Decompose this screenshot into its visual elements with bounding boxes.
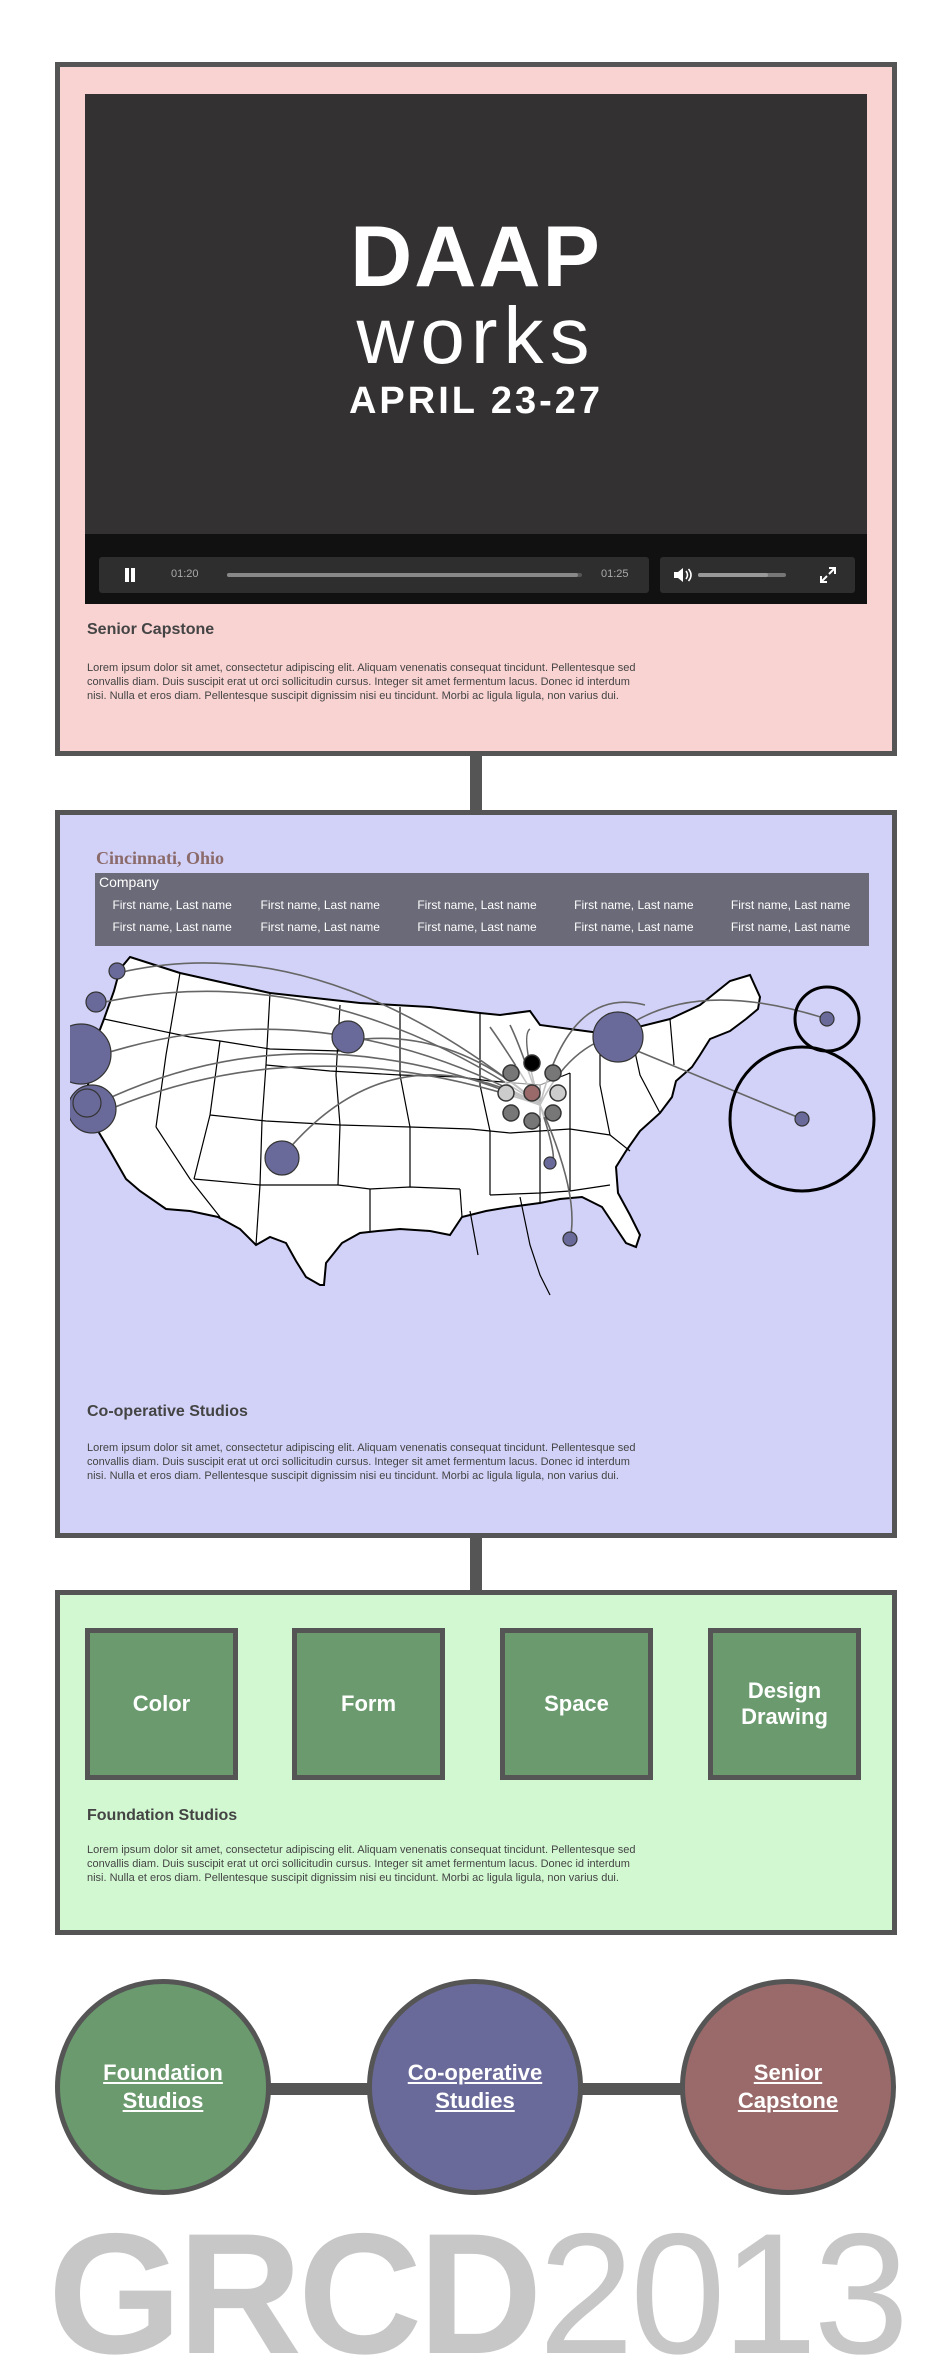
nav-capstone-link[interactable]: Senior Capstone xyxy=(737,2060,839,2113)
video-controls: 01:20 01:25 xyxy=(85,534,867,604)
capstone-title: Senior Capstone xyxy=(87,621,215,638)
student-name: First name, Last name xyxy=(730,898,851,912)
nav-connector xyxy=(575,2083,685,2095)
logo-line-3: APRIL 23-27 xyxy=(348,380,604,422)
us-map xyxy=(70,955,876,1296)
location-bubble-ring xyxy=(728,1045,876,1193)
fullscreen-icon[interactable] xyxy=(820,567,836,583)
time-current: 01:20 xyxy=(171,568,199,580)
cluster-node xyxy=(549,1084,567,1102)
nav-foundation-link[interactable]: Foundation Studios xyxy=(103,2060,223,2113)
tile-design-drawing[interactable]: Design Drawing xyxy=(708,1628,861,1780)
location-bubble xyxy=(264,1140,300,1176)
capstone-description: Lorem ipsum dolor sit amet, consectetur … xyxy=(87,662,636,702)
location-bubble xyxy=(794,1111,810,1127)
location-bubble xyxy=(543,1156,557,1170)
city-label: Cincinnati, Ohio xyxy=(96,848,225,868)
cluster-node xyxy=(544,1064,562,1082)
playback-bar: 01:20 01:25 xyxy=(99,557,649,593)
volume-level xyxy=(698,573,769,577)
location-bubble xyxy=(85,991,107,1013)
volume-bar-group xyxy=(660,557,855,593)
connector-line xyxy=(470,1538,482,1590)
nav-senior-capstone[interactable]: Senior Capstone xyxy=(680,1979,896,2195)
nav-coop-studies[interactable]: Co-operative Studies xyxy=(367,1979,583,2195)
logo-line-1: DAAP xyxy=(350,209,602,305)
student-name: First name, Last name xyxy=(417,920,537,934)
coop-description: Lorem ipsum dolor sit amet, consectetur … xyxy=(87,1442,636,1482)
student-name: First name, Last name xyxy=(574,920,694,934)
nav-connector xyxy=(265,2083,375,2095)
time-total: 01:25 xyxy=(601,568,629,580)
cluster-node xyxy=(523,1112,541,1130)
student-name: First name, Last name xyxy=(730,920,851,934)
name-row: First name, Last name First name, Last n… xyxy=(95,894,869,916)
cluster-node xyxy=(502,1104,520,1122)
large-bubble-rings xyxy=(728,985,876,1193)
tile-form[interactable]: Form xyxy=(292,1628,445,1780)
location-bubble xyxy=(72,1088,102,1118)
location-bubble xyxy=(108,962,126,980)
connector-line xyxy=(470,756,482,810)
logo-line-2: works xyxy=(356,291,596,380)
pause-icon[interactable] xyxy=(123,568,137,582)
cincinnati-cluster xyxy=(497,1054,567,1130)
volume-icon[interactable] xyxy=(672,567,694,583)
seek-bar[interactable] xyxy=(227,573,582,577)
tile-space[interactable]: Space xyxy=(500,1628,653,1780)
nav-coop-link[interactable]: Co-operative Studies xyxy=(407,2060,543,2113)
wordmark-year: 2013 xyxy=(538,2198,906,2363)
grcd-2013-wordmark: GRCD2013 xyxy=(48,2195,905,2363)
nav-foundation-studios[interactable]: Foundation Studios xyxy=(55,1979,271,2195)
student-name: First name, Last name xyxy=(574,898,694,912)
cluster-node xyxy=(502,1064,520,1082)
us-outline xyxy=(86,955,762,1286)
tile-color[interactable]: Color xyxy=(85,1628,238,1780)
location-bubble xyxy=(592,1011,644,1063)
coop-title: Co-operative Studios xyxy=(87,1403,248,1420)
name-row: First name, Last name First name, Last n… xyxy=(95,916,869,938)
cluster-node xyxy=(523,1054,541,1072)
foundation-title: Foundation Studios xyxy=(87,1807,238,1824)
student-name: First name, Last name xyxy=(260,898,380,912)
location-bubble xyxy=(70,1023,112,1085)
senior-capstone-panel: DAAP works APRIL 23-27 01:20 01:25 xyxy=(55,62,897,756)
location-bubble xyxy=(819,1011,835,1027)
foundation-studios-panel: Color Form Space Design Drawing Foundati… xyxy=(55,1590,897,1935)
video-player[interactable]: DAAP works APRIL 23-27 01:20 01:25 xyxy=(85,94,867,604)
coop-studios-panel: Cincinnati, Ohio Company First name, Las… xyxy=(55,810,897,1538)
student-name: First name, Last name xyxy=(260,920,380,934)
daap-works-logo: DAAP works APRIL 23-27 xyxy=(85,214,867,430)
company-label: Company xyxy=(99,874,159,890)
student-name-grid: First name, Last name First name, Last n… xyxy=(95,894,869,938)
foundation-description: Lorem ipsum dolor sit amet, consectetur … xyxy=(87,1844,636,1884)
location-bubble xyxy=(331,1020,365,1054)
student-name: First name, Last name xyxy=(112,898,232,912)
city-bubbles xyxy=(70,962,835,1247)
cluster-node xyxy=(523,1084,541,1102)
wordmark-bold: GRCD xyxy=(48,2198,542,2363)
seek-progress xyxy=(227,573,579,577)
cluster-node xyxy=(544,1104,562,1122)
cluster-node xyxy=(497,1084,515,1102)
location-bubble xyxy=(562,1231,578,1247)
company-box: Company First name, Last name First name… xyxy=(95,873,869,946)
volume-slider[interactable] xyxy=(698,573,786,577)
student-name: First name, Last name xyxy=(417,898,537,912)
student-name: First name, Last name xyxy=(112,920,232,934)
